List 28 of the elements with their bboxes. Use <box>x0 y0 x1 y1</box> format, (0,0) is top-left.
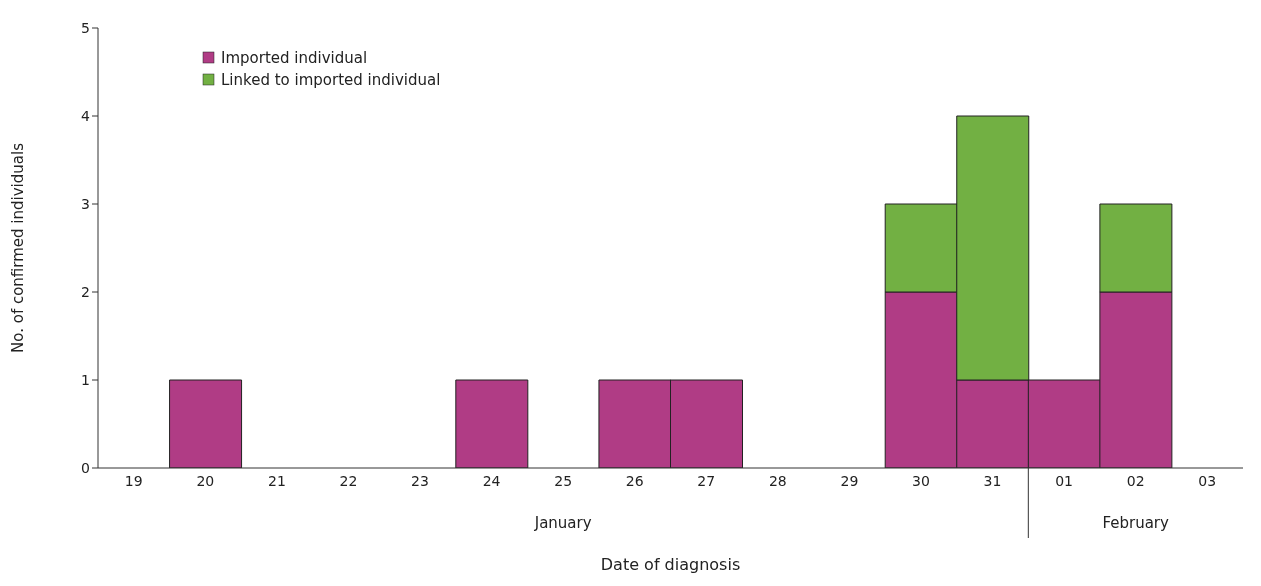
y-tick-label: 3 <box>81 195 90 212</box>
x-tick-label: 24 <box>482 472 501 489</box>
text: January <box>533 514 592 532</box>
x-tick-label: 31 <box>983 472 1002 489</box>
x-tick-label: 01 <box>1055 472 1074 489</box>
x-tick-label: 27 <box>697 472 716 489</box>
x-tick-label: 23 <box>411 472 429 489</box>
y-tick-label: 2 <box>81 283 90 300</box>
y-tick-label: 4 <box>81 107 91 124</box>
legend-label: Imported individual <box>221 49 368 67</box>
x-tick-label: 26 <box>625 472 644 489</box>
y-axis-title: No. of confirmed individuals <box>9 142 28 353</box>
x-tick-label: 03 <box>1198 472 1217 489</box>
y-tick-label: 5 <box>81 19 90 36</box>
text: February <box>1102 514 1170 532</box>
x-tick-label: 19 <box>124 472 143 489</box>
x-axis-title: Date of diagnosis <box>600 555 741 574</box>
x-tick-label: 30 <box>912 472 930 489</box>
x-tick-label: 22 <box>339 472 358 489</box>
legend-label: Linked to imported individual <box>221 71 441 89</box>
x-tick-label: 29 <box>840 472 859 489</box>
x-tick-label: 21 <box>267 472 286 489</box>
x-tick-label: 28 <box>768 472 787 489</box>
y-tick-label: 1 <box>81 371 90 388</box>
y-tick-label: 0 <box>81 459 90 476</box>
x-tick-label: 20 <box>196 472 215 489</box>
x-tick-label: 25 <box>554 472 573 489</box>
x-tick-label: 02 <box>1126 472 1145 489</box>
